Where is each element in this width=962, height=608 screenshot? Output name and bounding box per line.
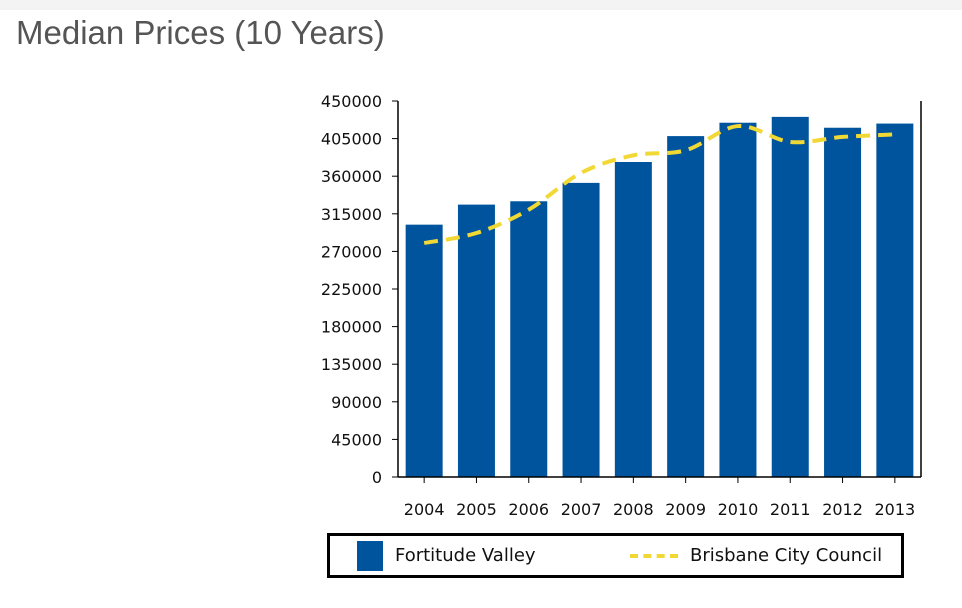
legend-swatch-bar	[357, 540, 383, 571]
legend: Fortitude Valley Brisbane City Council	[327, 533, 904, 578]
legend-swatch-line	[630, 553, 678, 558]
header-strip	[0, 0, 962, 10]
bar	[510, 201, 548, 477]
y-tick-label: 225000	[321, 280, 382, 299]
legend-item-line-series: Brisbane City Council	[630, 536, 882, 575]
bar	[667, 136, 705, 478]
legend-label: Brisbane City Council	[690, 545, 883, 566]
y-tick-label: 270000	[321, 242, 382, 261]
y-tick-label: 90000	[331, 393, 382, 412]
x-tick-label: 2006	[508, 500, 549, 519]
x-tick-label: 2005	[456, 500, 497, 519]
x-tick-label: 2008	[613, 500, 654, 519]
page-title: Median Prices (10 Years)	[16, 14, 385, 51]
bar-series	[405, 116, 914, 478]
legend-label: Fortitude Valley	[395, 545, 536, 566]
bar	[876, 123, 914, 477]
y-tick-label: 0	[372, 468, 382, 487]
line-series	[423, 124, 895, 246]
bar	[771, 116, 809, 478]
x-tick-label: 2011	[770, 500, 811, 519]
legend-item-bar-series: Fortitude Valley	[357, 536, 536, 575]
x-tick-label: 2004	[404, 500, 445, 519]
x-axis: 2004 2005 2006 2007 2008 2009 2010 2011 2012 2013	[404, 477, 915, 519]
y-tick-label: 405000	[321, 130, 382, 149]
y-tick-label: 450000	[321, 92, 382, 111]
y-axis: 0 45000 90000 135000 180000 225000 270000 31500…	[321, 92, 398, 487]
bar	[405, 224, 443, 477]
y-tick-label: 180000	[321, 318, 382, 337]
bar	[614, 161, 652, 478]
x-tick-label: 2010	[718, 500, 759, 519]
bar	[562, 182, 600, 477]
bar	[719, 122, 757, 478]
line-series-path	[423, 124, 895, 246]
x-tick-label: 2009	[665, 500, 706, 519]
x-tick-label: 2013	[874, 500, 915, 519]
bar	[457, 204, 495, 477]
y-tick-label: 45000	[331, 430, 382, 449]
bar	[824, 127, 862, 477]
y-tick-label: 135000	[321, 355, 382, 374]
x-tick-label: 2012	[822, 500, 863, 519]
y-tick-label: 360000	[321, 167, 382, 186]
x-tick-label: 2007	[561, 500, 602, 519]
y-tick-label: 315000	[321, 205, 382, 224]
